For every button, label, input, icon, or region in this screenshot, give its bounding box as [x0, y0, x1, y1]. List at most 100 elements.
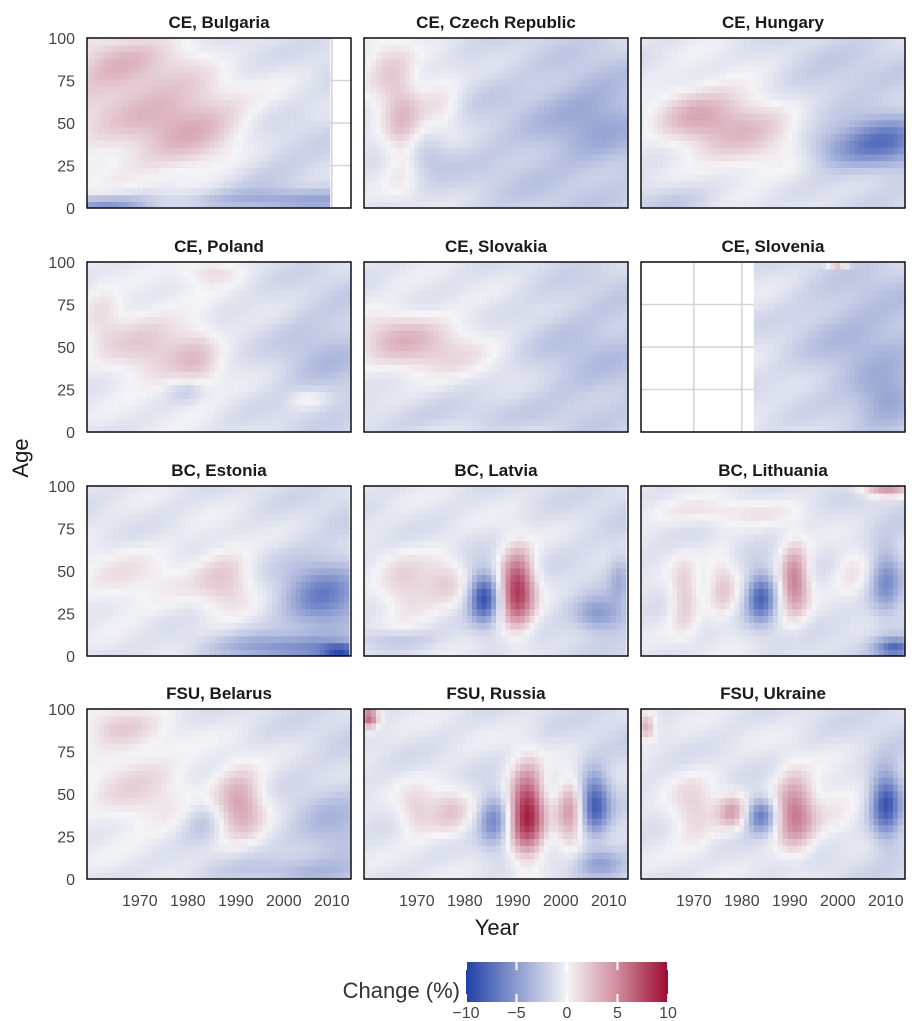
heat-cell	[763, 106, 769, 114]
heat-cell	[204, 92, 211, 100]
heat-cell	[204, 194, 211, 202]
heat-cell	[118, 309, 124, 318]
heat-cell	[166, 302, 172, 311]
heat-cell	[419, 201, 425, 208]
heat-cell	[247, 85, 254, 94]
heat-cell	[476, 72, 483, 80]
heat-cell	[739, 72, 745, 80]
heat-cell	[677, 201, 683, 208]
heat-cell	[132, 330, 139, 338]
heat-cell	[883, 140, 889, 148]
heat-cell	[758, 99, 765, 107]
heat-cell	[89, 187, 95, 196]
heat-cell	[209, 275, 215, 284]
heat-cell	[371, 187, 377, 196]
heat-cell	[491, 106, 497, 114]
heat-cell	[821, 153, 827, 162]
heat-cell	[797, 167, 803, 175]
heat-cell	[161, 160, 167, 168]
heat-cell	[233, 160, 239, 168]
heat-cell	[262, 92, 268, 100]
heat-cell	[782, 180, 789, 189]
heat-cell	[648, 167, 654, 175]
heat-cell	[835, 153, 841, 162]
heat-cell	[195, 302, 201, 311]
heat-cell	[534, 119, 540, 128]
heat-cell	[428, 133, 435, 141]
heat-cell	[180, 99, 187, 107]
heat-cell	[582, 126, 588, 134]
heat-cell	[467, 65, 473, 73]
heat-cell	[438, 187, 444, 196]
heat-cell	[548, 106, 555, 114]
heat-cell	[89, 309, 95, 318]
heat-cell	[238, 289, 244, 297]
heat-cell	[156, 384, 163, 392]
heat-cell	[592, 72, 598, 80]
heat-cell	[888, 78, 894, 87]
heat-cell	[108, 160, 115, 168]
heat-cell	[364, 194, 368, 202]
heat-cell	[462, 92, 468, 100]
heat-cell	[806, 167, 813, 175]
heat-cell	[175, 302, 182, 311]
heat-cell	[247, 92, 254, 100]
heat-cell	[596, 133, 603, 141]
heat-cell	[524, 85, 531, 94]
heat-cell	[195, 72, 201, 80]
heat-cell	[243, 72, 249, 80]
heat-cell	[247, 201, 254, 208]
heat-cell	[481, 99, 488, 107]
heat-cell	[243, 268, 249, 277]
heat-cell	[142, 330, 148, 338]
heat-cell	[380, 72, 387, 80]
heat-cell	[462, 174, 468, 182]
heat-cell	[611, 126, 617, 134]
heat-cell	[481, 180, 488, 189]
heat-cell	[89, 85, 95, 94]
heat-cell	[505, 146, 512, 155]
heat-cell	[252, 106, 259, 114]
heat-cell	[500, 106, 507, 114]
heat-cell	[657, 65, 664, 73]
heat-cell	[364, 72, 368, 80]
heat-cell	[371, 92, 377, 100]
heat-cell	[424, 201, 430, 208]
heat-cell	[185, 72, 191, 80]
heat-cell	[686, 92, 693, 100]
heat-cell	[424, 85, 430, 94]
heat-cell	[199, 316, 206, 324]
heat-cell	[151, 377, 158, 386]
heat-cell	[371, 133, 377, 141]
heat-cell	[548, 99, 555, 107]
heat-cell	[113, 92, 119, 100]
heat-cell	[118, 133, 124, 141]
heat-cell	[228, 411, 235, 420]
heat-cell	[777, 51, 784, 60]
heat-cell	[132, 119, 139, 128]
heat-cell	[787, 72, 793, 80]
heat-cell	[108, 106, 115, 114]
heat-cell	[859, 153, 865, 162]
heat-cell	[103, 153, 110, 162]
heat-cell	[233, 167, 239, 175]
heat-cell	[108, 174, 115, 182]
heat-cell	[204, 275, 211, 284]
heat-cell	[228, 85, 235, 94]
heat-cell	[529, 167, 536, 175]
heat-cell	[166, 140, 172, 148]
heat-cell	[142, 418, 148, 426]
heat-cell	[103, 289, 110, 297]
heat-cell	[888, 51, 894, 60]
heat-cell	[286, 140, 292, 148]
heat-cell	[548, 112, 555, 121]
heat-cell	[496, 106, 502, 114]
heat-cell	[385, 167, 392, 175]
heat-cell	[103, 92, 110, 100]
heat-cell	[414, 44, 420, 53]
heat-cell	[582, 140, 588, 148]
heat-cell	[99, 133, 105, 141]
heat-cell	[739, 112, 745, 121]
heat-cell	[180, 309, 187, 318]
heat-cell	[710, 99, 717, 107]
